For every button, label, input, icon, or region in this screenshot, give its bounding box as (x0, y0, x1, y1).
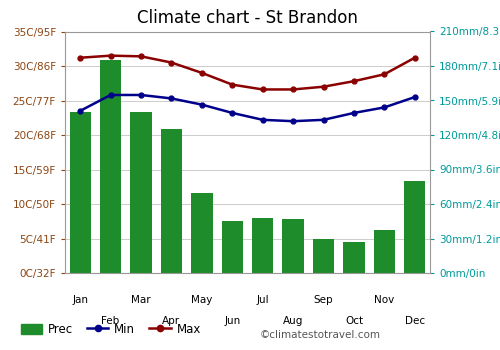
Text: Apr: Apr (162, 316, 180, 327)
Text: Jun: Jun (224, 316, 240, 327)
Bar (222, 221, 243, 273)
Text: Oct: Oct (345, 316, 363, 327)
Bar (313, 238, 334, 273)
Bar (404, 181, 425, 273)
Legend: Prec, Min, Max: Prec, Min, Max (16, 318, 206, 341)
Bar (344, 242, 364, 273)
Bar (130, 112, 152, 273)
Text: Aug: Aug (283, 316, 304, 327)
Bar (100, 60, 122, 273)
Bar (70, 112, 91, 273)
Bar (191, 193, 212, 273)
Text: Jan: Jan (72, 295, 88, 305)
Text: Mar: Mar (131, 295, 151, 305)
Bar (252, 218, 274, 273)
Text: May: May (191, 295, 212, 305)
Text: Sep: Sep (314, 295, 334, 305)
Text: Feb: Feb (102, 316, 120, 327)
Bar (282, 219, 304, 273)
Text: ©climatestotravel.com: ©climatestotravel.com (260, 329, 381, 340)
Text: Jul: Jul (256, 295, 269, 305)
Title: Climate chart - St Brandon: Climate chart - St Brandon (137, 9, 358, 27)
Text: Dec: Dec (404, 316, 425, 327)
Text: Nov: Nov (374, 295, 394, 305)
Bar (161, 129, 182, 273)
Bar (374, 230, 395, 273)
